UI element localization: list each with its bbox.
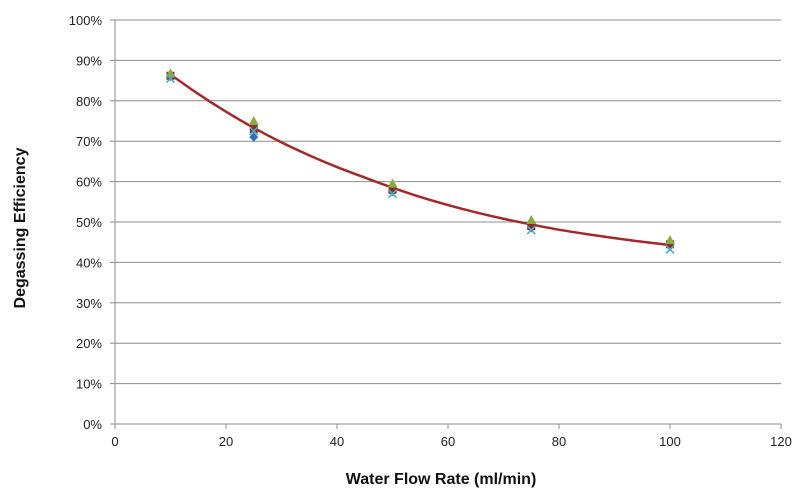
series-triangle [165, 68, 675, 245]
y-tick-label: 10% [76, 377, 102, 392]
data-point-square [666, 240, 674, 249]
x-tick-label: 100 [659, 434, 681, 449]
y-tick-label: 30% [76, 296, 102, 311]
y-tick-label: 80% [76, 94, 102, 109]
y-tick-label: 70% [76, 134, 102, 149]
data-point-x [526, 225, 536, 235]
data-point-x [249, 126, 259, 136]
tick-labels: 0% 10% 20% 30% 40% 50% 60% 70% 80% 90% 100% 0 20 40 60… [69, 13, 792, 449]
y-tick-label: 100% [69, 13, 103, 28]
trendline-layer [169, 73, 671, 247]
y-tick-label: 90% [76, 53, 102, 68]
y-tick-label: 40% [76, 255, 102, 270]
data-point-square [527, 222, 536, 231]
data-point-x [665, 244, 675, 255]
axes [110, 19, 782, 429]
y-tick-label: 20% [76, 336, 102, 351]
data-point-triangle [526, 214, 537, 224]
data-point-square [249, 125, 258, 134]
trendline [169, 73, 671, 247]
data-point-triangle [665, 235, 675, 245]
x-tick-label: 60 [441, 434, 455, 449]
data-markers [165, 68, 675, 255]
x-tick-label: 40 [330, 434, 344, 449]
y-tick-label: 0% [83, 417, 102, 432]
data-point-triangle [248, 116, 259, 125]
series-diamond [166, 72, 675, 251]
x-axis-title: Water Flow Rate (ml/min) [346, 471, 537, 488]
data-point-x [165, 74, 176, 84]
x-tick-label: 120 [770, 434, 792, 449]
data-point-triangle [387, 178, 398, 188]
series-x [165, 74, 675, 255]
x-tick-label: 0 [111, 434, 118, 449]
y-tick-label: 50% [76, 215, 102, 230]
data-point-x [387, 189, 398, 199]
y-axis-title: Degassing Efficiency [12, 147, 29, 308]
y-tick-label: 60% [76, 175, 102, 190]
gridlines [115, 19, 781, 385]
data-point-square [388, 185, 397, 194]
data-point-diamond [249, 132, 259, 142]
x-tick-label: 80 [552, 434, 566, 449]
x-tick-label: 20 [219, 434, 233, 449]
